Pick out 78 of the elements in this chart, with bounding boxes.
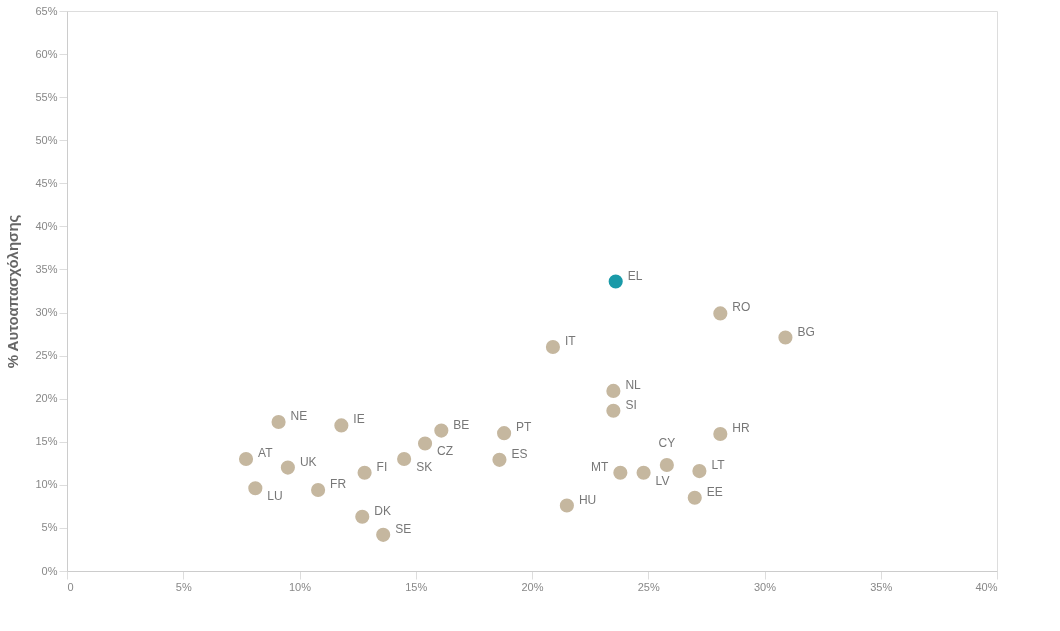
y-tick-label: 60% xyxy=(35,47,58,60)
y-tick-label: 35% xyxy=(35,262,58,275)
point xyxy=(334,418,349,433)
point xyxy=(417,436,433,451)
y-tick-label: 40% xyxy=(35,219,58,232)
annotation: CY xyxy=(658,436,676,451)
point xyxy=(606,403,621,418)
point xyxy=(778,330,793,345)
point xyxy=(613,465,628,480)
y-tick-label: 50% xyxy=(35,133,58,146)
point xyxy=(692,464,707,479)
x-tick-label: 30% xyxy=(753,580,777,593)
annotation: ES xyxy=(511,446,528,461)
annotation: DK xyxy=(374,503,391,518)
annotation: BG xyxy=(797,324,815,339)
y-tick-label: 15% xyxy=(35,435,58,448)
x-tick-label: 0 xyxy=(67,580,74,593)
point xyxy=(636,465,651,480)
annotation: LT xyxy=(711,458,726,473)
point xyxy=(659,457,674,473)
annotation: PT xyxy=(516,420,533,435)
point xyxy=(492,452,507,467)
y-tick-label: 65% xyxy=(35,4,58,17)
x-tick-label: 5% xyxy=(175,580,192,593)
annotation: NL xyxy=(625,377,642,392)
y-axis-title: % Αυτοαπασχόλησης xyxy=(4,214,22,369)
y-tick-label: 10% xyxy=(35,478,58,491)
y-tick-label: 0% xyxy=(41,564,58,577)
annotation: LU xyxy=(267,489,283,504)
annotation: CZ xyxy=(437,444,454,459)
y-tick-label: 45% xyxy=(35,176,58,189)
x-tick-label: 25% xyxy=(637,580,660,593)
point xyxy=(397,451,412,467)
annotation: HU xyxy=(578,492,597,507)
annotation: RO xyxy=(732,300,751,315)
annotation: SK xyxy=(416,460,433,474)
annotation: EE xyxy=(706,484,723,499)
annotation: MT xyxy=(591,459,610,474)
annotation: SE xyxy=(395,521,412,536)
y-tick-label: 55% xyxy=(35,90,58,103)
point xyxy=(713,306,728,321)
y-tick-label: 30% xyxy=(35,306,58,319)
point xyxy=(357,465,372,480)
annotation: FI xyxy=(376,459,388,474)
annotation: IE xyxy=(353,412,365,427)
x-tick-label: 10% xyxy=(288,580,312,593)
y-tick-label: 25% xyxy=(35,349,58,362)
annotation: AT xyxy=(258,446,274,460)
annotation: SI xyxy=(625,397,637,412)
point xyxy=(355,509,370,524)
point xyxy=(545,339,560,355)
point xyxy=(311,482,326,498)
annotation: NE xyxy=(290,408,308,423)
point xyxy=(280,460,295,475)
point xyxy=(606,383,621,398)
point xyxy=(434,423,449,438)
point xyxy=(238,451,254,467)
annotation: HR xyxy=(732,421,750,436)
annotation: IT xyxy=(564,334,577,348)
annotation: LV xyxy=(655,473,670,488)
annotation: EL xyxy=(627,268,643,283)
point xyxy=(376,527,391,542)
point xyxy=(497,426,512,441)
point xyxy=(608,274,623,289)
annotation: BE xyxy=(453,417,470,432)
point xyxy=(271,414,286,430)
point xyxy=(559,498,574,513)
x-tick-label: 35% xyxy=(870,580,893,593)
x-tick-label: 40% xyxy=(975,580,998,593)
y-tick-label: 20% xyxy=(35,392,58,405)
point xyxy=(248,481,263,496)
point xyxy=(687,490,702,505)
y-tick-label: 5% xyxy=(41,521,58,534)
annotation: UK xyxy=(299,454,317,469)
annotation: FR xyxy=(330,477,347,492)
x-tick-label: 20% xyxy=(521,580,544,593)
x-tick-label: 15% xyxy=(405,580,428,593)
point xyxy=(713,426,728,442)
